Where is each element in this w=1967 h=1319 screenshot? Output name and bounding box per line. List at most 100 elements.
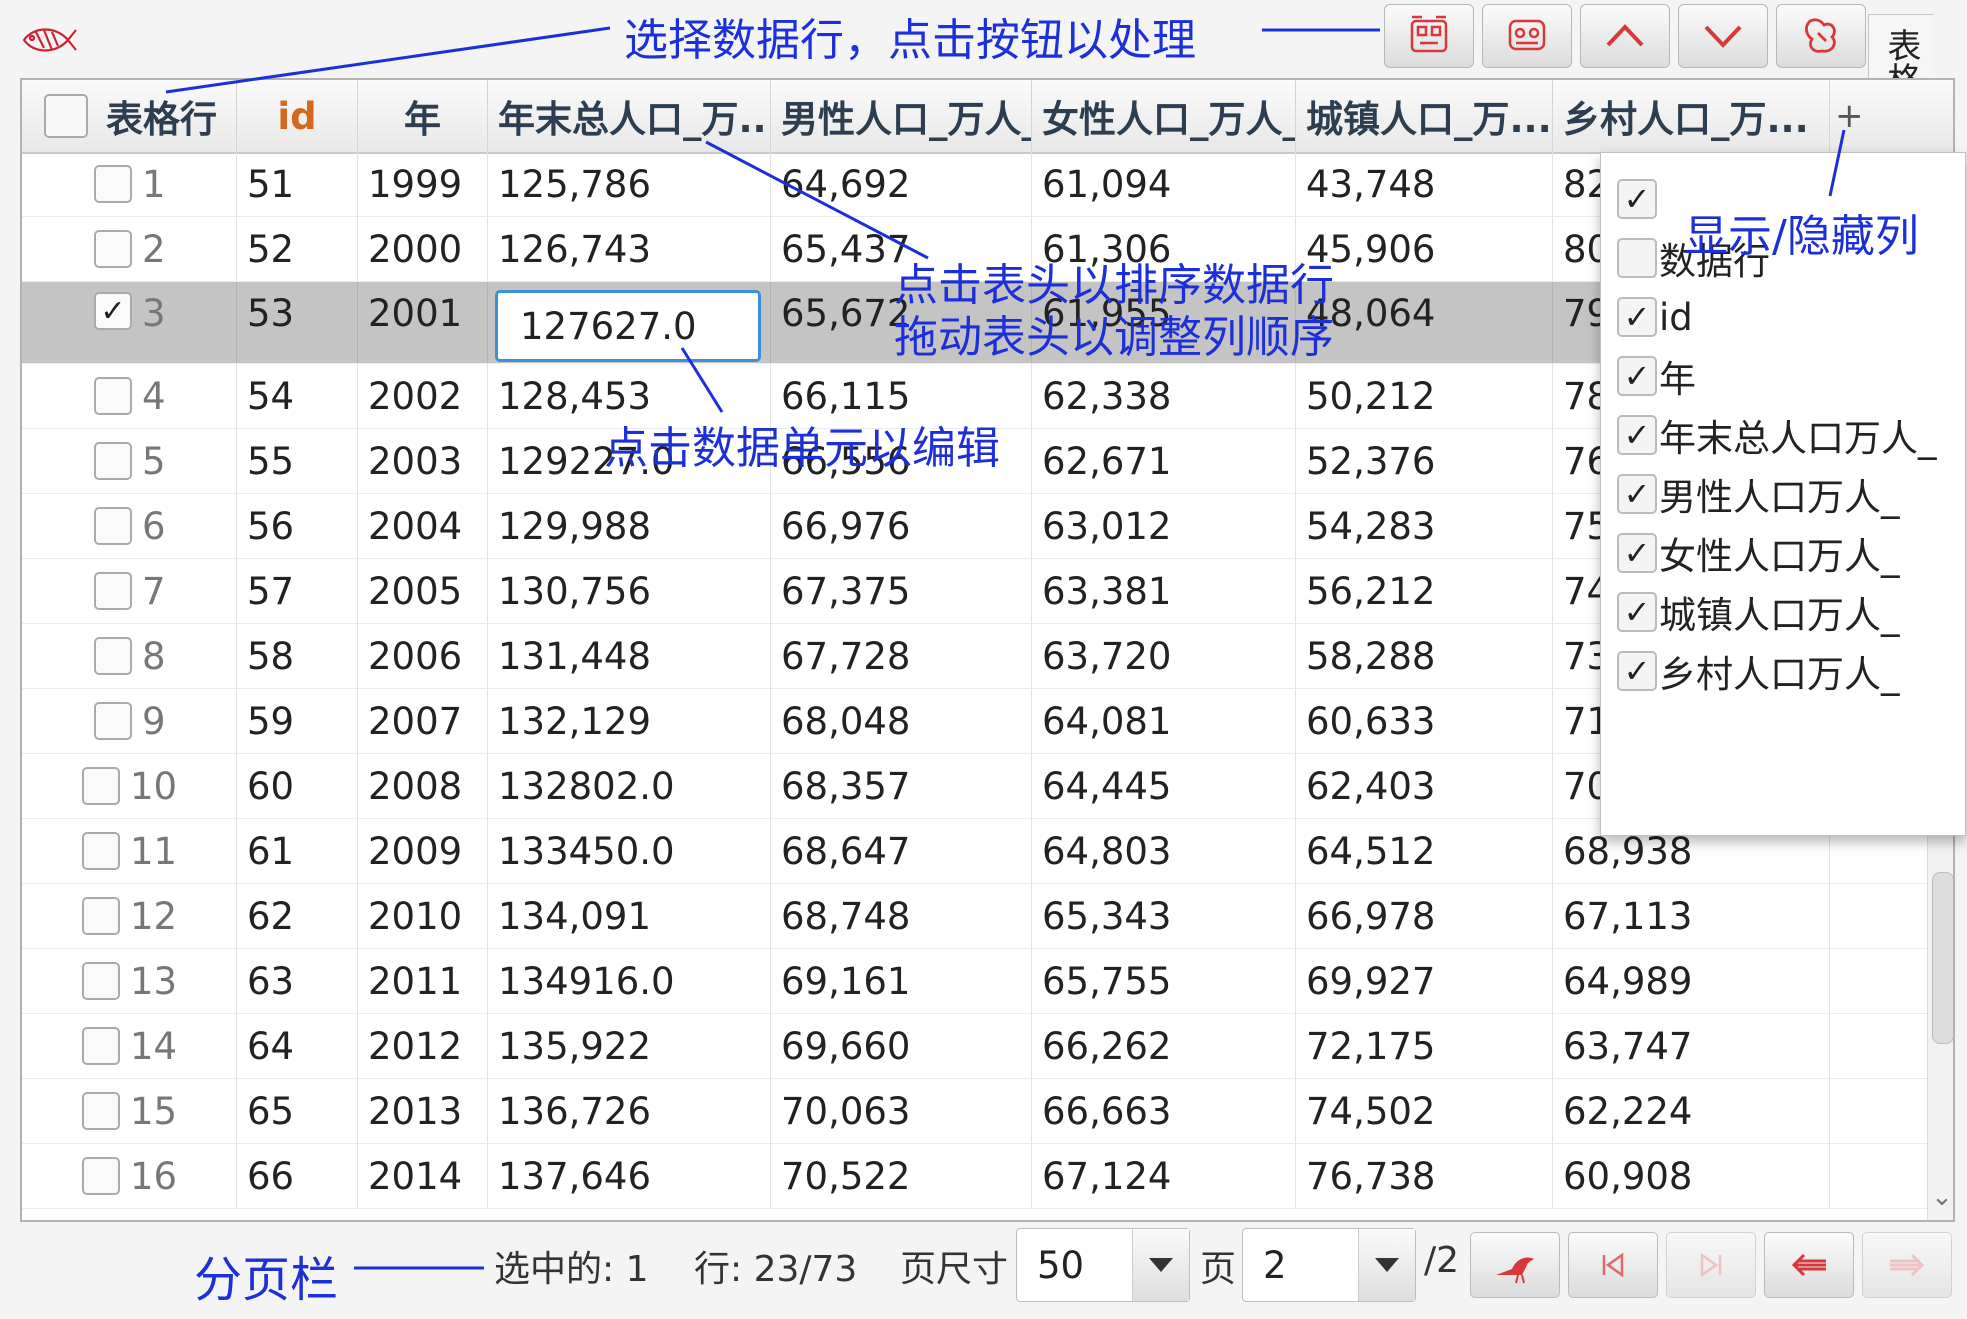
- table-cell[interactable]: 64,081: [1032, 689, 1296, 753]
- table-cell[interactable]: 1999: [358, 152, 488, 216]
- row-select-cell[interactable]: 10: [22, 754, 237, 818]
- table-cell[interactable]: 66,556: [771, 429, 1032, 493]
- table-cell[interactable]: 69,660: [771, 1014, 1032, 1078]
- table-cell[interactable]: 67,728: [771, 624, 1032, 688]
- column-toggle-item[interactable]: ✓ id: [1617, 287, 1693, 347]
- column-toggle-checkbox[interactable]: ✓: [1617, 297, 1657, 337]
- cell-edit-input[interactable]: 127627.0: [495, 290, 761, 362]
- table-row[interactable]: 13 63 2011 134916.0 69,161 65,755 69,927 64,989: [22, 949, 1927, 1014]
- table-cell[interactable]: 68,357: [771, 754, 1032, 818]
- table-cell[interactable]: 62,671: [1032, 429, 1296, 493]
- table-cell[interactable]: 134,091: [488, 884, 771, 948]
- select-all-checkbox[interactable]: [44, 94, 88, 138]
- table-cell[interactable]: 57: [237, 559, 358, 623]
- chevron-down-icon[interactable]: [1358, 1229, 1415, 1301]
- scroll-down-icon[interactable]: ⌄: [1931, 1182, 1953, 1212]
- table-cell[interactable]: 69,927: [1296, 949, 1553, 1013]
- move-down-button[interactable]: [1678, 4, 1768, 68]
- table-cell[interactable]: 45,906: [1296, 217, 1553, 281]
- table-cell[interactable]: 61,094: [1032, 152, 1296, 216]
- row-select-cell[interactable]: 2: [22, 217, 237, 281]
- row-select-cell[interactable]: 9: [22, 689, 237, 753]
- table-cell[interactable]: 134916.0: [488, 949, 771, 1013]
- table-cell[interactable]: 135,922: [488, 1014, 771, 1078]
- table-cell[interactable]: 54: [237, 364, 358, 428]
- table-row[interactable]: 4 54 2002 128,453 66,115 62,338 50,212 78: [22, 364, 1927, 429]
- table-row[interactable]: 8 58 2006 131,448 67,728 63,720 58,288 73: [22, 624, 1927, 689]
- table-cell[interactable]: 70,522: [771, 1144, 1032, 1208]
- table-cell[interactable]: 70,063: [771, 1079, 1032, 1143]
- table-cell[interactable]: 61: [237, 819, 358, 883]
- column-toggle-checkbox[interactable]: ✓: [1617, 651, 1657, 691]
- column-toggle-item[interactable]: ✓ 年: [1617, 346, 1696, 406]
- table-cell[interactable]: 66: [237, 1144, 358, 1208]
- table-cell[interactable]: 132802.0: [488, 754, 771, 818]
- table-cell[interactable]: 60,908: [1553, 1144, 1830, 1208]
- row-checkbox[interactable]: [94, 442, 132, 480]
- table-cell[interactable]: 68,938: [1553, 819, 1830, 883]
- table-row[interactable]: 12 62 2010 134,091 68,748 65,343 66,978 67,113: [22, 884, 1927, 949]
- page-size-select[interactable]: 50: [1016, 1228, 1190, 1302]
- table-cell[interactable]: 63: [237, 949, 358, 1013]
- table-row[interactable]: 15 65 2013 136,726 70,063 66,663 74,502 62,224: [22, 1079, 1927, 1144]
- table-row[interactable]: ✓ 3 53 2001 65,672 61,955 48,064 79 127627.0: [22, 282, 1927, 364]
- table-cell[interactable]: 2002: [358, 364, 488, 428]
- chevron-down-icon[interactable]: [1132, 1229, 1189, 1301]
- header-total-population[interactable]: 年末总人口_万...: [488, 80, 771, 152]
- table-cell[interactable]: 65: [237, 1079, 358, 1143]
- table-cell[interactable]: 63,747: [1553, 1014, 1830, 1078]
- header-female-population[interactable]: 女性人口_万人_: [1032, 80, 1296, 152]
- column-toggle-item[interactable]: ✓ 城镇人口万人_: [1617, 582, 1900, 642]
- table-cell[interactable]: 76,738: [1296, 1144, 1553, 1208]
- table-cell[interactable]: 129227.0: [488, 429, 771, 493]
- table-cell[interactable]: 66,262: [1032, 1014, 1296, 1078]
- column-toggle-item[interactable]: ✓ 男性人口万人_: [1617, 464, 1900, 524]
- table-cell[interactable]: 53: [237, 282, 358, 363]
- column-toggle-item[interactable]: ✓: [1617, 169, 1659, 229]
- page-select[interactable]: 2: [1242, 1228, 1416, 1302]
- table-row[interactable]: 14 64 2012 135,922 69,660 66,262 72,175 63,747: [22, 1014, 1927, 1079]
- table-cell[interactable]: 63,381: [1032, 559, 1296, 623]
- row-checkbox[interactable]: [94, 702, 132, 740]
- table-cell[interactable]: 43,748: [1296, 152, 1553, 216]
- table-cell[interactable]: 2012: [358, 1014, 488, 1078]
- copy-button[interactable]: [1384, 4, 1474, 68]
- row-select-cell[interactable]: 14: [22, 1014, 237, 1078]
- table-row[interactable]: 6 56 2004 129,988 66,976 63,012 54,283 75: [22, 494, 1927, 559]
- table-cell[interactable]: 131,448: [488, 624, 771, 688]
- row-checkbox[interactable]: [94, 165, 132, 203]
- table-cell[interactable]: 126,743: [488, 217, 771, 281]
- table-cell[interactable]: 60: [237, 754, 358, 818]
- row-checkbox[interactable]: [94, 377, 132, 415]
- table-cell[interactable]: 64,692: [771, 152, 1032, 216]
- table-cell[interactable]: 54,283: [1296, 494, 1553, 558]
- scrollbar-thumb[interactable]: [1932, 872, 1953, 1044]
- table-cell[interactable]: 2013: [358, 1079, 488, 1143]
- column-toggle-item[interactable]: ✓ 年末总人口万人_: [1617, 405, 1937, 465]
- table-cell[interactable]: 2004: [358, 494, 488, 558]
- row-select-cell[interactable]: 8: [22, 624, 237, 688]
- table-cell[interactable]: 2011: [358, 949, 488, 1013]
- row-select-cell[interactable]: 15: [22, 1079, 237, 1143]
- table-cell[interactable]: 67,375: [771, 559, 1032, 623]
- table-cell[interactable]: 63,720: [1032, 624, 1296, 688]
- row-checkbox[interactable]: [94, 637, 132, 675]
- table-cell[interactable]: 59: [237, 689, 358, 753]
- table-cell[interactable]: 66,976: [771, 494, 1032, 558]
- header-row-column[interactable]: 表格行: [22, 80, 237, 152]
- table-cell[interactable]: 2000: [358, 217, 488, 281]
- row-checkbox[interactable]: [94, 230, 132, 268]
- first-page-button[interactable]: [1568, 1232, 1658, 1298]
- table-cell[interactable]: 60,633: [1296, 689, 1553, 753]
- table-cell[interactable]: 2008: [358, 754, 488, 818]
- table-cell[interactable]: 50,212: [1296, 364, 1553, 428]
- row-checkbox[interactable]: [94, 507, 132, 545]
- row-select-cell[interactable]: 4: [22, 364, 237, 428]
- table-cell[interactable]: 68,048: [771, 689, 1032, 753]
- table-cell[interactable]: 61,306: [1032, 217, 1296, 281]
- edit-button[interactable]: [1482, 4, 1572, 68]
- row-checkbox[interactable]: [82, 1027, 120, 1065]
- table-cell[interactable]: [488, 282, 771, 363]
- table-cell[interactable]: 65,672: [771, 282, 1032, 363]
- table-cell[interactable]: 62: [237, 884, 358, 948]
